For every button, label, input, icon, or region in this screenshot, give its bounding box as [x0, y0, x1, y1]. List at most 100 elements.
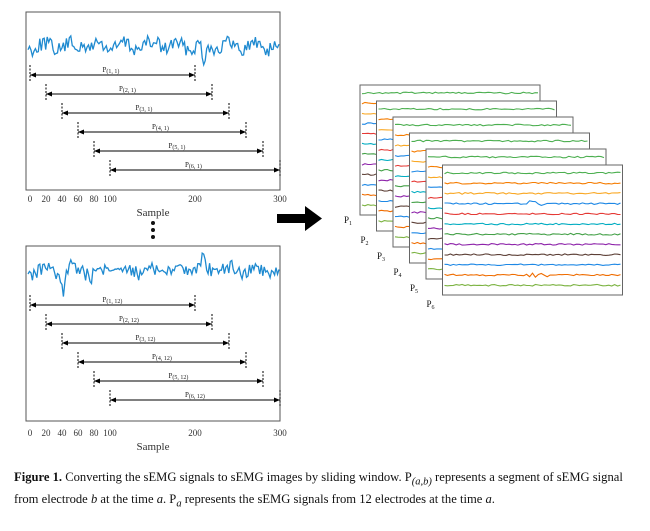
- segment-1: P(1, 1): [29, 65, 196, 81]
- arrow-head-right: [189, 72, 195, 78]
- segment-2: P(2, 1): [45, 84, 213, 100]
- bottom-emg-signal: [27, 251, 280, 297]
- frame-label-4: P4: [394, 267, 402, 279]
- segment-label: P(2, 12): [119, 315, 139, 324]
- arrow-head-left: [78, 359, 84, 365]
- segment-6: P(6, 12): [109, 390, 281, 406]
- arrow-head-left: [30, 302, 36, 308]
- top-signal-panel: P(1, 1) P(2, 1) P(3, 1) P(4, 1) P(5, 1) P(6, …: [25, 11, 288, 219]
- arrow-head-right: [223, 340, 229, 346]
- arrow-head-right: [223, 110, 229, 116]
- segment-3: P(3, 12): [61, 333, 230, 349]
- x-tick-label: 80: [90, 194, 100, 204]
- electrode-trace: [411, 139, 588, 143]
- x-tick-label: 20: [42, 194, 52, 204]
- x-tick-label: 60: [74, 194, 84, 204]
- x-tick-label: 100: [103, 428, 117, 438]
- electrode-trace: [378, 107, 555, 111]
- x-tick-label: 300: [273, 428, 287, 438]
- electrode-trace: [444, 253, 621, 256]
- electrode-trace: [444, 263, 621, 266]
- segment-label: P(5, 1): [169, 142, 186, 151]
- arrow-head-right: [274, 167, 280, 173]
- segment-label: P(6, 1): [185, 161, 202, 170]
- segment-label: P(6, 12): [185, 391, 205, 400]
- electrode-trace: [444, 200, 621, 206]
- arrow-head-left: [46, 91, 52, 97]
- x-tick-label: 40: [58, 194, 68, 204]
- arrow-head-left: [110, 397, 116, 403]
- arrow-head-right: [257, 378, 263, 384]
- segment-5: P(5, 12): [93, 371, 264, 387]
- segment-label: P(5, 12): [169, 372, 189, 381]
- segment-1: P(1, 12): [29, 295, 196, 311]
- x-tick-label: 20: [42, 428, 52, 438]
- arrow-head-right: [274, 397, 280, 403]
- x-tick-label: 40: [58, 428, 68, 438]
- electrode-trace: [444, 283, 621, 287]
- bottom-signal-panel: P(1, 12) P(2, 12) P(3, 12) P(4, 12) P(5, 12)…: [25, 245, 288, 453]
- ellipsis-dots: [151, 221, 155, 239]
- bottom-segments: P(1, 12) P(2, 12) P(3, 12) P(4, 12) P(5, 12)…: [29, 295, 281, 406]
- segment-6: P(6, 1): [109, 160, 281, 176]
- electrode-trace: [444, 272, 621, 279]
- bottom-panel-frame: [25, 245, 281, 422]
- arrow-head-right: [240, 359, 246, 365]
- x-tick-label: 0: [28, 194, 33, 204]
- segment-label: P(3, 1): [136, 104, 153, 113]
- segment-2: P(2, 12): [45, 314, 213, 330]
- electrode-trace: [361, 91, 539, 95]
- figure-caption: Figure 1. Converting the sEMG signals to…: [14, 470, 623, 510]
- arrow-head-left: [62, 110, 68, 116]
- arrow-head-left: [94, 378, 100, 384]
- conversion-arrow: [277, 206, 322, 231]
- electrode-trace: [394, 123, 572, 127]
- arrow-head-right: [206, 91, 212, 97]
- arrow-head-left: [94, 148, 100, 154]
- bottom-x-axis: 0 20 40 60 80 100 200 300: [28, 428, 288, 438]
- x-tick-label: 300: [273, 194, 287, 204]
- caption-label: Figure 1.: [14, 470, 63, 484]
- frame-label-3: P3: [377, 251, 385, 263]
- segment-label: P(1, 12): [103, 296, 123, 305]
- x-tick-label: 80: [90, 428, 100, 438]
- electrode-trace: [444, 243, 621, 246]
- x-tick-label: 200: [188, 428, 202, 438]
- electrode-trace: [444, 232, 621, 236]
- segment-label: P(3, 12): [136, 334, 156, 343]
- segment-label: P(4, 12): [152, 353, 172, 362]
- arrow-head-left: [46, 321, 52, 327]
- figure-canvas: P(1, 1) P(2, 1) P(3, 1) P(4, 1) P(5, 1) P(6, …: [25, 11, 623, 453]
- segment-label: P(4, 1): [152, 123, 169, 132]
- frame-label-5: P5: [410, 283, 418, 295]
- frame-label-6: P6: [427, 299, 435, 311]
- electrode-trace: [444, 222, 621, 226]
- top-panel-frame: [25, 11, 281, 191]
- electrode-trace: [427, 155, 605, 159]
- segment-4: P(4, 1): [77, 122, 247, 138]
- frame-label-2: P2: [361, 235, 369, 247]
- semg-image-stack: P1 P2 P3 P4 P5 P6: [344, 84, 623, 311]
- arrow-head-right: [206, 321, 212, 327]
- segment-4: P(4, 12): [77, 352, 247, 368]
- top-segments: P(1, 1) P(2, 1) P(3, 1) P(4, 1) P(5, 1) P(6, …: [29, 65, 281, 176]
- segment-label: P(1, 1): [103, 66, 120, 75]
- top-axis-title: Sample: [137, 207, 170, 219]
- arrow-head-left: [78, 129, 84, 135]
- top-x-axis: 0 20 40 60 80 100 200 300: [28, 194, 288, 204]
- electrode-trace: [444, 192, 621, 195]
- segment-3: P(3, 1): [61, 103, 230, 119]
- electrode-trace: [444, 212, 621, 216]
- x-tick-label: 100: [103, 194, 117, 204]
- arrow-head-left: [62, 340, 68, 346]
- electrode-trace: [444, 171, 621, 175]
- frame-label-1: P1: [344, 215, 352, 227]
- x-tick-label: 60: [74, 428, 84, 438]
- segment-label: P(2, 1): [119, 85, 136, 94]
- segment-5: P(5, 1): [93, 141, 264, 157]
- arrow-head-left: [30, 72, 36, 78]
- arrow-head-right: [240, 129, 246, 135]
- electrode-trace: [444, 181, 621, 185]
- arrow-head-left: [110, 167, 116, 173]
- bottom-axis-title: Sample: [137, 441, 170, 453]
